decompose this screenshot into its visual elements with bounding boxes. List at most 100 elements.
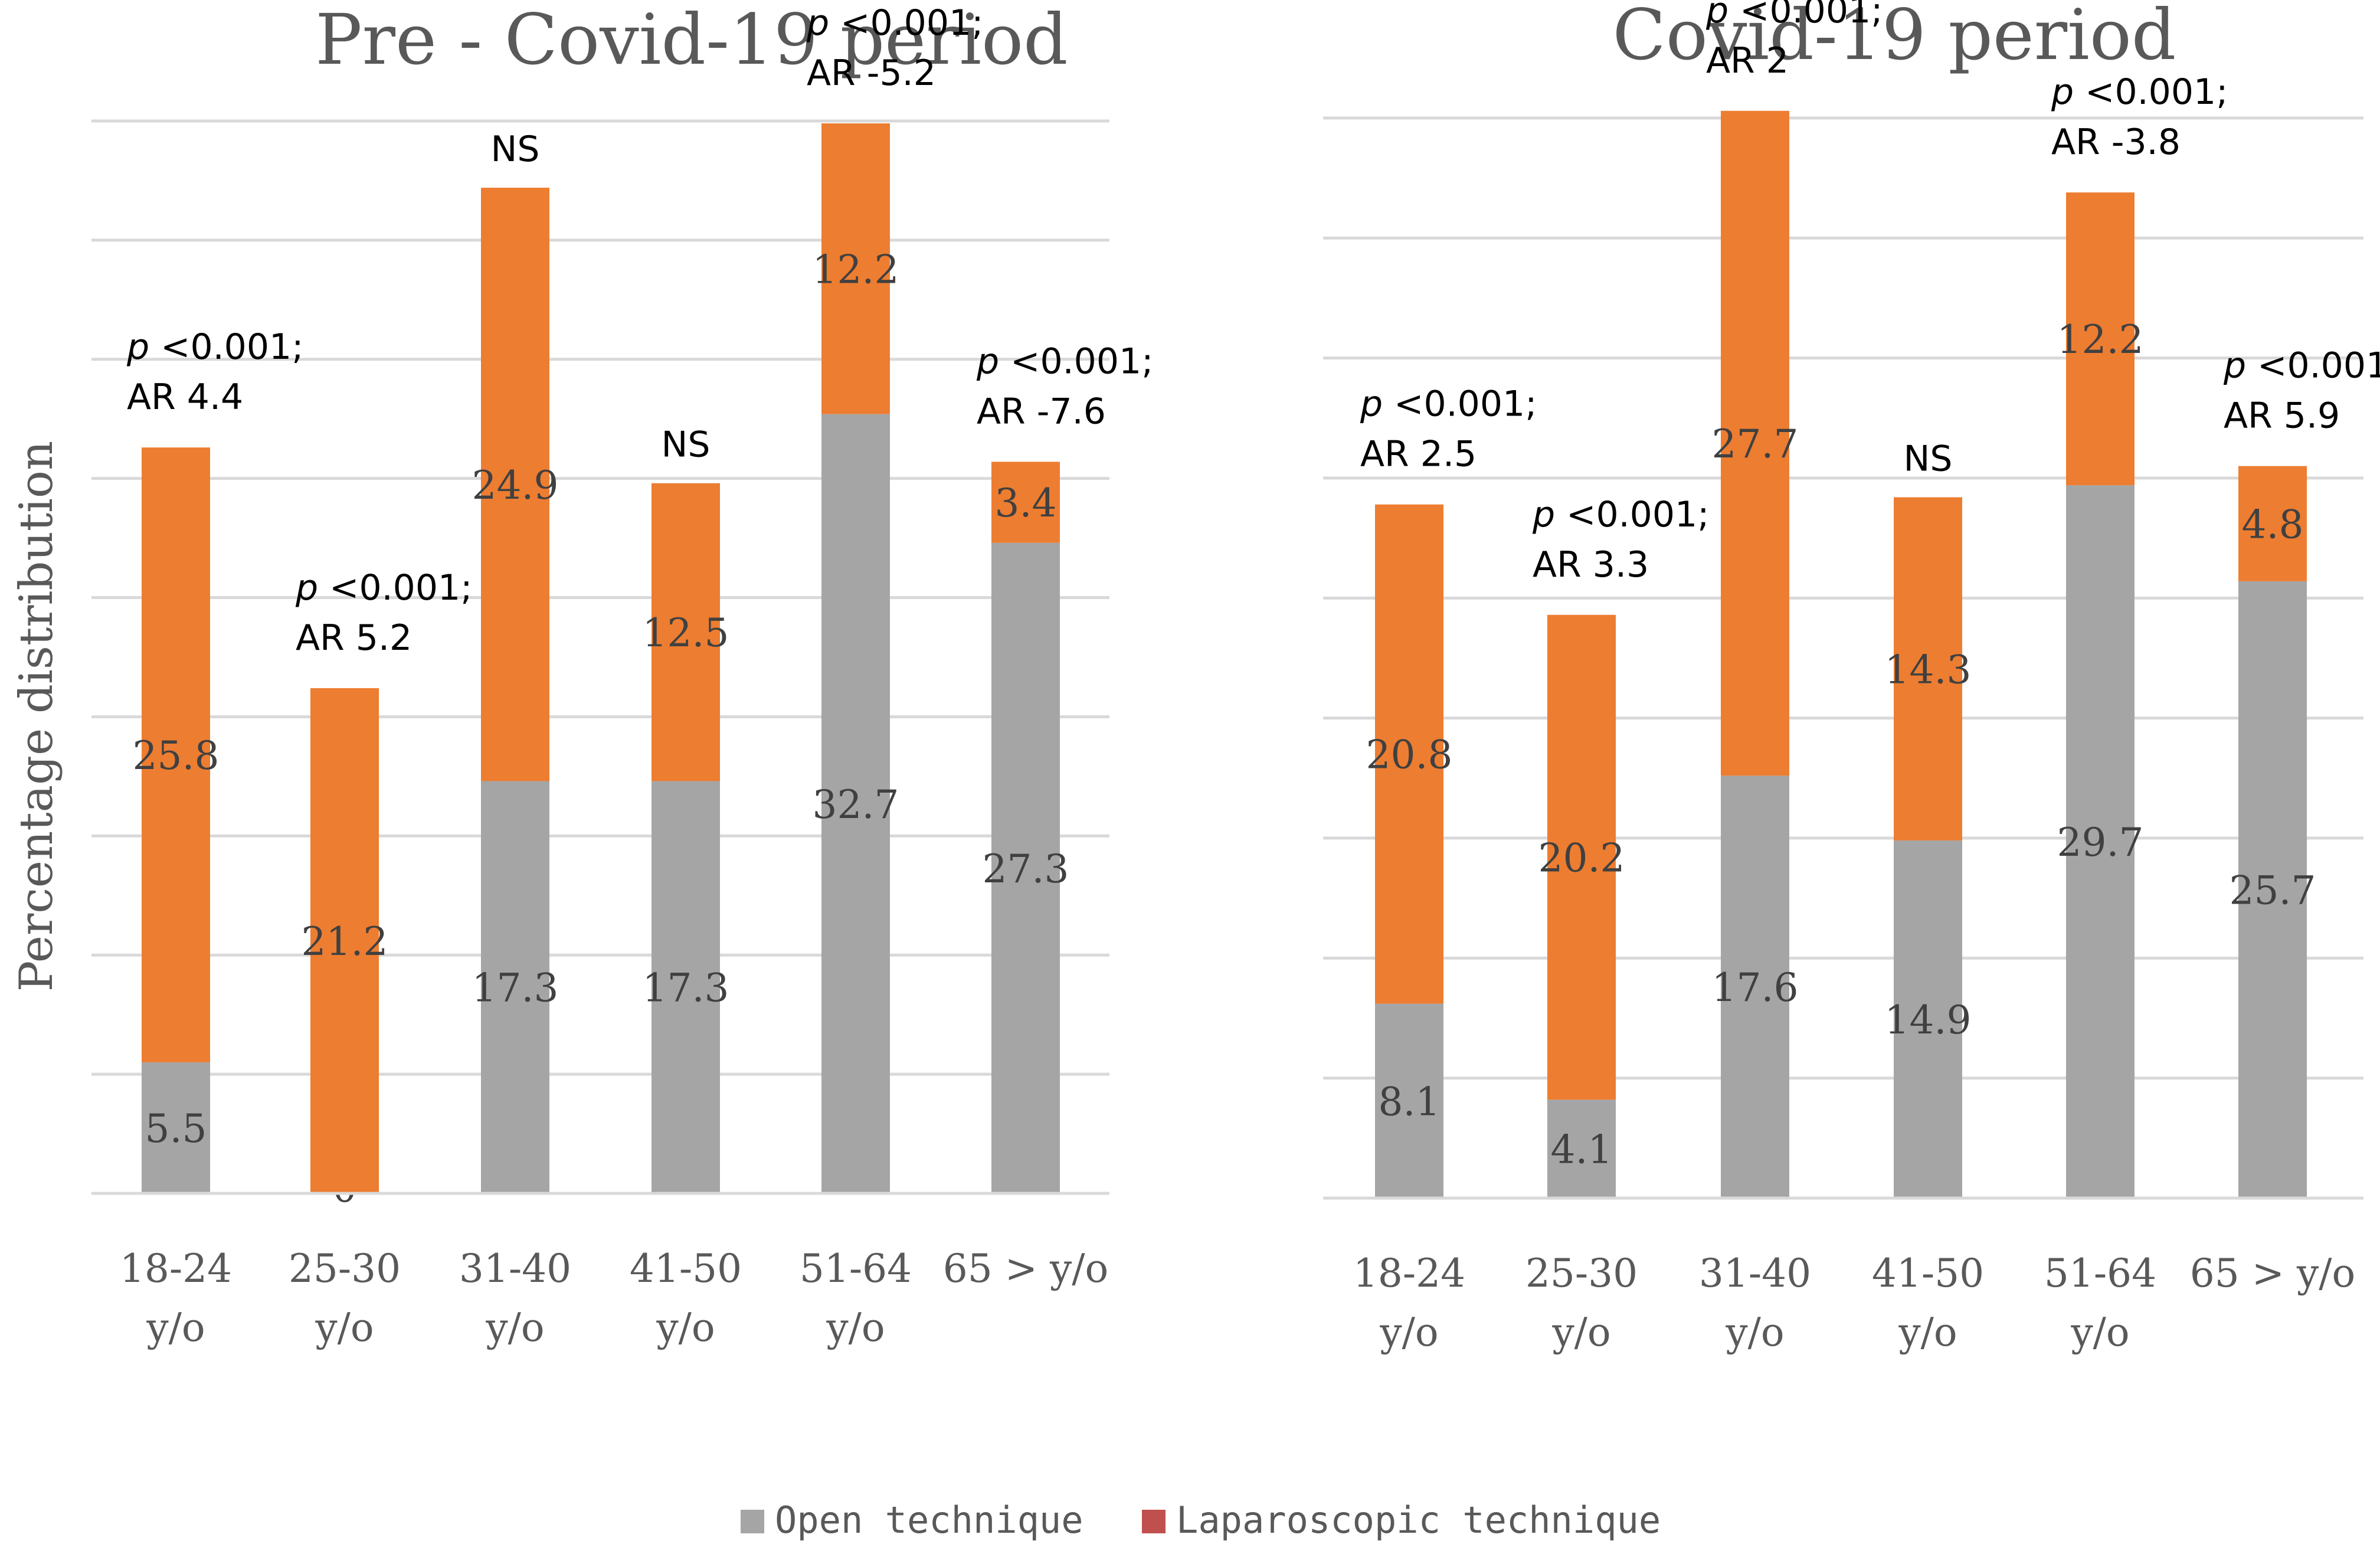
annotation-p-value-2: p <0.001;	[295, 567, 472, 608]
open-value-label-1: 8.1	[1379, 1079, 1441, 1124]
laparoscopic-value-label-3: 27.7	[1712, 421, 1799, 467]
laparoscopic-bar-2	[1547, 614, 1616, 1100]
laparoscopic-bar-4	[1894, 497, 1962, 841]
x-tick-label-4: y/o	[656, 1305, 715, 1350]
laparoscopic-value-label-4: 14.3	[1885, 647, 1972, 692]
open-bar-4	[1894, 840, 1962, 1198]
laparoscopic-bar-3	[1721, 110, 1789, 776]
laparoscopic-bar-1	[1375, 504, 1443, 1004]
annotation-ns-4: NS	[662, 424, 711, 466]
legend-swatch-2	[1142, 1510, 1166, 1533]
p-symbol: p	[806, 2, 829, 44]
x-tick-label-2: y/o	[315, 1305, 374, 1350]
chart-panel-2: Covid-19 period 8.1 4.1 17.6 14.9 29.7 25.7 20.…	[1323, 0, 2380, 1355]
x-tick-label-1: y/o	[1379, 1310, 1438, 1355]
x-tick-label-4: 41-50	[1872, 1251, 1984, 1296]
x-tick-label-2: 25-30	[1525, 1251, 1638, 1296]
x-tick-label-3: 31-40	[1699, 1251, 1811, 1296]
open-bar-5	[821, 414, 890, 1193]
open-value-label-2: 4.1	[1551, 1127, 1613, 1173]
p-symbol: p	[295, 567, 318, 608]
open-value-label-1: 5.5	[145, 1106, 207, 1151]
annotation-ns-4: NS	[1904, 439, 1953, 480]
p-symbol: p	[1705, 0, 1728, 31]
annotation-ar-1: AR 2.5	[1360, 434, 1477, 475]
p-threshold: <0.001;	[1555, 494, 1709, 535]
y-axis-label: Percentage distribution	[10, 441, 63, 992]
chart-title: Pre - Covid-19 period	[315, 0, 1068, 80]
x-tick-label-1: 18-24	[1353, 1251, 1465, 1296]
chart-title: Covid-19 period	[1613, 0, 2176, 76]
annotation-p-value-2: p <0.001;	[1532, 494, 1709, 535]
p-threshold: <0.001;	[829, 2, 983, 44]
laparoscopic-value-label-1: 20.8	[1366, 732, 1453, 778]
x-tick-label-3: y/o	[485, 1305, 544, 1350]
p-threshold: <0.001;	[149, 326, 303, 368]
annotation-p-value-5: p <0.001;	[806, 2, 983, 44]
p-symbol: p	[2051, 71, 2074, 113]
x-tick-label-5: y/o	[826, 1305, 885, 1350]
laparoscopic-bar-1	[142, 447, 210, 1062]
legend-swatch-1	[741, 1510, 764, 1533]
laparoscopic-value-label-2: 21.2	[302, 919, 388, 964]
annotation-p-value-1: p <0.001;	[1360, 384, 1537, 425]
annotation-ar-6: AR -7.6	[977, 391, 1106, 432]
open-value-label-4: 14.9	[1885, 997, 1972, 1043]
annotation-ar-6: AR 5.9	[2224, 395, 2340, 437]
annotation-p-value-1: p <0.001;	[126, 326, 303, 368]
x-tick-label-1: y/o	[146, 1305, 205, 1350]
laparoscopic-value-label-1: 25.8	[133, 733, 220, 778]
open-bar-3	[1721, 776, 1789, 1198]
annotation-ar-5: AR -5.2	[807, 53, 936, 94]
legend-label-1: Open technique	[775, 1499, 1083, 1542]
open-value-label-3: 17.6	[1712, 965, 1799, 1010]
annotation-ar-2: AR 5.2	[296, 617, 412, 659]
p-symbol: p	[1532, 494, 1555, 535]
laparoscopic-bar-3	[481, 188, 549, 781]
laparoscopic-value-label-6: 4.8	[2242, 502, 2304, 547]
x-tick-label-5: 51-64	[2044, 1251, 2156, 1296]
p-threshold: <0.001;	[1383, 384, 1537, 425]
p-symbol: p	[1360, 384, 1383, 425]
annotation-p-value-3: p <0.001;	[1705, 0, 1883, 31]
laparoscopic-bar-5	[2066, 192, 2135, 486]
p-symbol: p	[126, 326, 149, 368]
annotation-ns-3: NS	[491, 129, 540, 170]
x-tick-label-3: 31-40	[459, 1246, 571, 1291]
annotation-ar-5: AR -3.8	[2051, 122, 2181, 163]
p-threshold: <0.001;	[2074, 71, 2228, 113]
p-threshold: <0.001;	[1728, 0, 1883, 31]
x-tick-label-6: 65 > y/o	[2190, 1251, 2356, 1296]
laparoscopic-value-label-2: 20.2	[1538, 836, 1625, 881]
chart-panel-1: Pre - Covid-19 period Percentage distribu…	[10, 0, 1153, 1350]
laparoscopic-value-label-4: 12.5	[643, 610, 729, 656]
open-bar-2	[1547, 1100, 1616, 1198]
p-threshold: <0.001;	[318, 567, 472, 608]
laparoscopic-bar-6	[2238, 466, 2307, 581]
p-threshold: <0.001;	[2246, 345, 2380, 387]
annotation-ar-1: AR 4.4	[127, 377, 243, 418]
laparoscopic-bar-6	[991, 462, 1060, 543]
open-bar-5	[2066, 485, 2135, 1199]
annotation-p-value-6: p <0.001;	[2223, 345, 2380, 387]
annotation-ar-2: AR 3.3	[1533, 544, 1649, 585]
open-bar-1	[1375, 1003, 1443, 1198]
open-bar-6	[2238, 581, 2307, 1198]
laparoscopic-bar-5	[821, 123, 890, 414]
laparoscopic-bar-4	[652, 483, 720, 781]
x-tick-label-4: y/o	[1898, 1310, 1957, 1355]
x-tick-label-1: 18-24	[120, 1246, 232, 1291]
p-threshold: <0.001;	[999, 341, 1153, 382]
laparoscopic-value-label-5: 12.2	[2057, 317, 2144, 362]
open-value-label-6: 27.3	[983, 846, 1069, 892]
x-tick-label-2: 25-30	[289, 1246, 401, 1291]
open-bar-4	[652, 781, 720, 1193]
open-value-label-4: 17.3	[643, 966, 729, 1011]
annotation-ar-3: AR 2	[1706, 40, 1789, 81]
x-tick-label-5: y/o	[2070, 1310, 2129, 1355]
open-value-label-5: 29.7	[2057, 820, 2144, 865]
x-tick-label-2: y/o	[1551, 1310, 1610, 1355]
open-value-label-3: 17.3	[472, 966, 559, 1011]
laparoscopic-bar-2	[310, 688, 379, 1193]
